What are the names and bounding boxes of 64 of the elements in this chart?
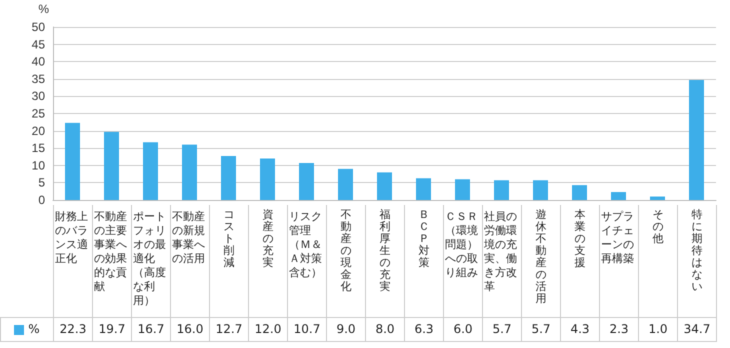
x-tick-label: コスト削減 [223,208,235,269]
bar [689,80,704,200]
data-label: 12.0 [248,317,288,341]
x-tick-label: 不動産の現金化 [340,208,352,293]
x-tick-label: 資産の充実 [262,208,274,269]
x-tick-label: 本業の支援 [574,208,586,269]
bar [494,180,509,200]
x-tick-label: 特に期待はない [691,208,703,293]
bar [611,192,626,200]
x-tick-label: 財務上のバランス適正化 [55,210,89,266]
bar [104,132,119,200]
y-tick-label: 35 [32,72,46,86]
bar [338,168,353,200]
y-tick-label: 5 [38,176,46,190]
data-label: 22.3 [54,317,92,341]
bar [182,144,197,200]
data-label: 6.0 [444,317,482,341]
x-tick-label: リスク管理（Ｍ＆Ａ対策含む） [289,210,323,280]
bar [221,156,236,200]
bar [377,172,392,200]
data-label: 16.7 [132,317,170,341]
bar [416,178,431,200]
data-label: 6.3 [404,317,444,341]
data-label: 19.7 [92,317,132,341]
bar [143,142,158,200]
x-tick-label: 不動産の新規事業への活用 [172,210,206,266]
y-tick-label: 25 [32,106,46,120]
bar [533,180,548,200]
y-tick-label: 10 [32,158,46,172]
data-label: 1.0 [638,317,678,341]
data-label: 12.7 [210,317,248,341]
data-label: 9.0 [326,317,366,341]
y-tick-label: 40 [32,54,46,69]
y-tick-label: 30 [32,89,46,104]
bar [650,196,665,200]
bar [260,158,275,200]
x-tick-label: ポートフォリオの最適化（高度な利用） [133,210,167,308]
y-tick-label: 45 [32,37,46,52]
data-label: 5.7 [482,317,522,341]
bar [299,162,314,200]
data-label: 2.3 [600,317,638,341]
y-tick-label: 0 [38,193,46,207]
data-label: 4.3 [560,317,600,341]
data-label: 10.7 [288,317,326,341]
y-tick-label: 15 [32,141,46,156]
bar [65,122,80,200]
x-tick-label: 福利厚生の充実 [379,208,391,293]
data-label: 5.7 [522,317,560,341]
x-tick-label: その他 [652,208,664,245]
y-tick-label: 20 [32,124,46,138]
x-tick-label: 社員の労働環境の充実、働き方改革 [484,210,518,294]
bar [455,179,470,200]
data-label: 8.0 [366,317,404,341]
data-label: 16.0 [170,317,210,341]
x-tick-label: ＢＣＰ対策 [418,208,430,269]
x-tick-label: サプライチェーンの再構築 [601,210,635,266]
data-label: 34.7 [678,317,716,341]
x-tick-label: 不動産の主要事業への効果的な貢献 [94,210,128,294]
x-tick-label: 遊休不動産の活用 [535,208,547,305]
x-tick-label: ＣＳＲ（環境問題）への取り組み [445,210,479,280]
y-axis-title: % [38,2,50,16]
y-tick-label: 50 [32,20,46,34]
bar [572,185,587,200]
legend-label: % [0,317,54,341]
